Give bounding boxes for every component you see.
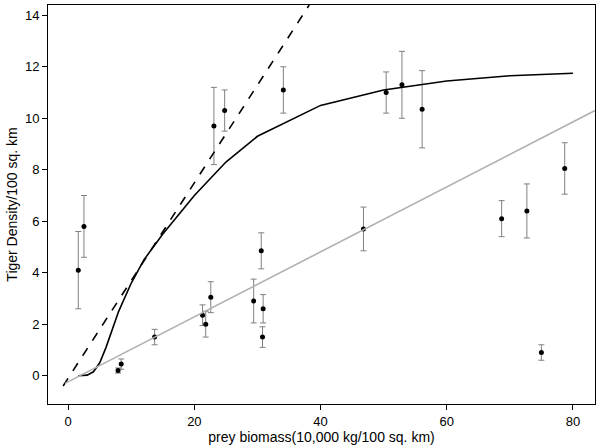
svg-text:0: 0	[32, 368, 39, 383]
svg-text:40: 40	[313, 414, 327, 429]
svg-text:12: 12	[25, 59, 39, 74]
svg-text:4: 4	[32, 265, 39, 280]
svg-text:prey biomass(10,000 kg/100 sq.: prey biomass(10,000 kg/100 sq. km)	[208, 429, 434, 445]
svg-text:Tiger Density/100 sq. km: Tiger Density/100 sq. km	[4, 127, 20, 281]
svg-text:6: 6	[32, 214, 39, 229]
svg-text:80: 80	[566, 414, 580, 429]
svg-text:20: 20	[187, 414, 201, 429]
svg-text:60: 60	[440, 414, 454, 429]
svg-text:10: 10	[25, 111, 39, 126]
svg-text:2: 2	[32, 317, 39, 332]
svg-text:0: 0	[65, 414, 72, 429]
svg-text:14: 14	[25, 8, 39, 23]
svg-text:8: 8	[32, 162, 39, 177]
